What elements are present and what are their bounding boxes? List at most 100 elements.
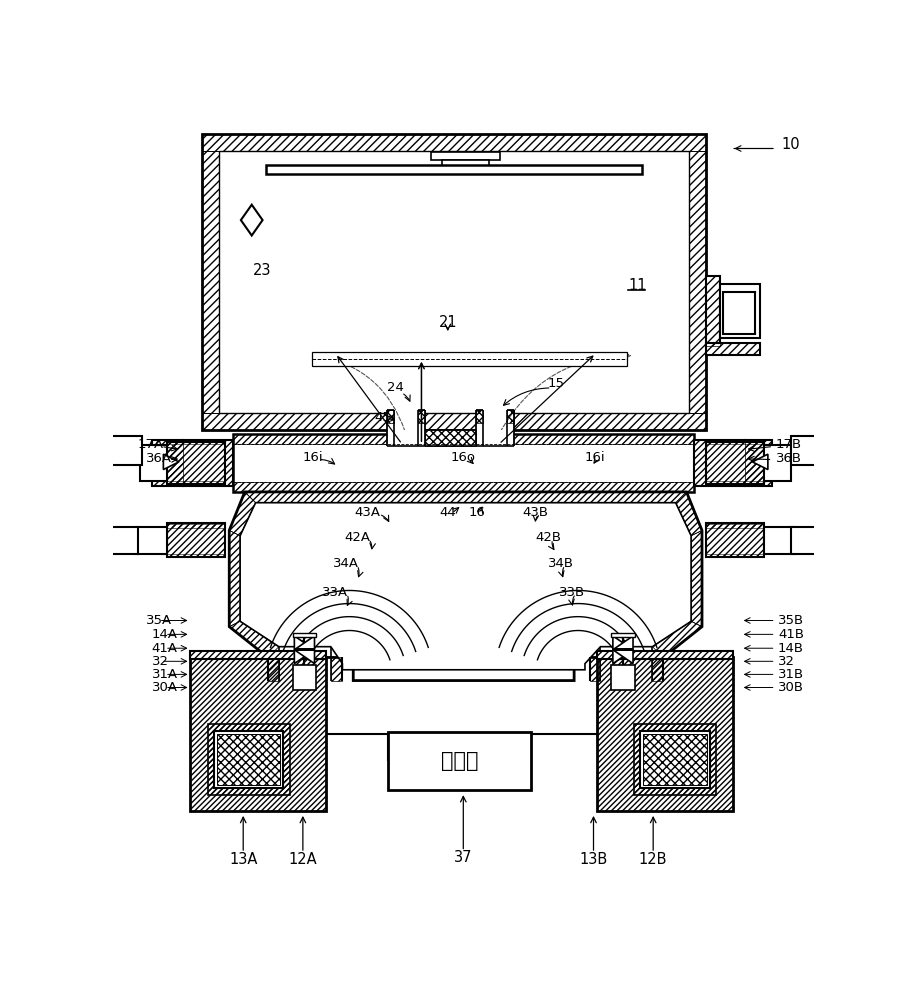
Bar [265,165,642,174]
Bar [213,731,284,788]
Bar [633,724,715,795]
Bar [476,410,482,423]
Text: 44: 44 [439,506,456,519]
Bar [167,524,225,528]
Text: 11: 11 [628,278,647,293]
Bar [105,532,111,547]
Bar [744,440,771,486]
Bar [705,343,759,355]
Bar [233,434,694,444]
Text: 30B: 30B [777,681,803,694]
Polygon shape [240,205,262,235]
Bar [105,527,137,554]
Bar [202,134,705,430]
Bar [167,523,225,557]
Text: 34A: 34A [332,557,358,570]
Bar [763,527,794,554]
Text: 12A: 12A [288,852,317,867]
Bar [430,152,500,160]
Bar [639,731,709,788]
Bar [507,410,513,423]
Text: 17A: 17A [137,438,163,451]
Bar [705,442,763,484]
Bar [705,524,763,528]
Bar [202,134,705,151]
Bar [688,151,705,413]
Bar [167,442,225,484]
Bar [610,633,634,637]
Text: 真空泵: 真空泵 [440,751,478,771]
Polygon shape [294,636,314,664]
Bar [705,523,763,557]
Bar [719,284,759,338]
Bar [167,440,225,444]
Bar [191,651,326,659]
Bar [790,436,823,465]
Bar [167,523,225,557]
Text: 42A: 42A [344,531,369,544]
Bar [191,657,326,811]
Bar [330,657,341,681]
Text: 31A: 31A [152,668,178,681]
Bar [424,430,476,446]
Bar [790,527,823,554]
Polygon shape [229,492,702,681]
Bar [182,440,233,486]
Text: 30A: 30A [152,681,178,694]
Text: 10: 10 [780,137,799,152]
Bar [763,445,790,481]
Text: 32: 32 [152,655,169,668]
Bar [182,440,233,486]
Bar [167,554,225,557]
Text: 42B: 42B [535,531,561,544]
Text: 37: 37 [453,850,472,865]
Bar [482,413,507,431]
Bar [293,633,316,637]
Text: 16i: 16i [584,451,605,464]
Text: 35B: 35B [777,614,803,627]
Bar [109,436,142,465]
Bar [167,442,225,484]
Bar [610,665,634,690]
Text: 17B: 17B [775,438,801,451]
Bar [476,410,513,443]
Text: 32: 32 [777,655,794,668]
Text: 13B: 13B [579,852,607,867]
Bar [312,352,626,366]
Text: 16i: 16i [303,451,323,464]
Bar [597,657,732,811]
Bar [589,657,600,681]
Text: 14A: 14A [152,628,178,641]
Bar [167,481,225,485]
Bar [705,343,759,355]
Bar [597,651,732,659]
Bar [819,440,825,461]
Bar [819,532,825,547]
Bar [202,151,219,413]
Bar [705,440,763,444]
Polygon shape [612,636,632,664]
Bar [705,554,763,557]
Bar [705,481,763,485]
Text: 36B: 36B [775,452,801,465]
Bar [140,445,167,481]
Bar [233,482,694,492]
Text: 43A: 43A [354,506,380,519]
Polygon shape [240,503,691,670]
Text: 34B: 34B [547,557,573,570]
Text: 13A: 13A [228,852,257,867]
Bar [386,430,513,446]
Bar [217,734,280,785]
Bar [393,413,418,431]
Text: 15: 15 [547,377,564,390]
Bar [705,276,719,346]
Bar [219,151,688,413]
Bar [233,434,694,492]
Bar [152,440,182,486]
Polygon shape [612,636,632,664]
Polygon shape [294,636,314,664]
Bar [202,413,705,430]
Bar [294,648,314,651]
Bar [386,410,424,443]
Bar [386,410,393,423]
